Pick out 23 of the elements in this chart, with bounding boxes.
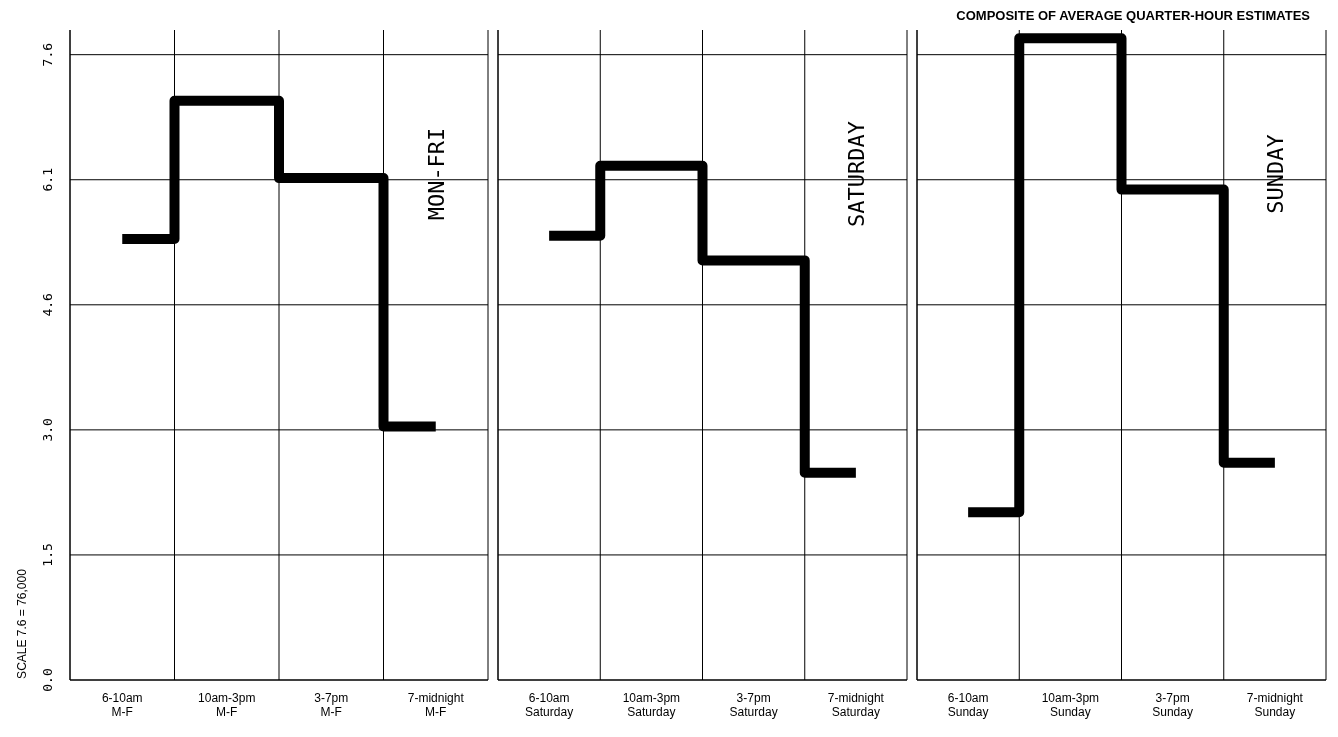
x-tick-label: 3-7pm M-F [314, 691, 349, 719]
y-tick-label: 7.6 [40, 42, 55, 67]
x-tick-label: 10am-3pm Saturday [622, 691, 681, 719]
y-axis-title: SCALE 7.6 = 76,000 [15, 569, 29, 679]
x-tick-label: 6-10am M-F [101, 691, 143, 719]
y-tick-label: 3.0 [40, 418, 55, 442]
x-tick-label: 7-midnight M-F [407, 691, 465, 719]
text: COMPOSITE OF AVERAGE QUARTER-HOUR ESTIMATES [956, 8, 1310, 23]
x-tick-label: 3-7pm Saturday [729, 691, 778, 719]
y-tick-label: 6.1 [40, 168, 55, 192]
x-tick-label: 10am-3pm Sunday [1041, 691, 1100, 719]
text: SUNDAY [1262, 134, 1288, 214]
text: MON-FRI [423, 127, 449, 221]
y-tick-label: 1.5 [40, 543, 55, 567]
x-tick-label: 6-10am Saturday [525, 691, 574, 719]
x-tick-label: 6-10am Sunday [947, 691, 989, 719]
x-tick-label: 10am-3pm M-F [198, 691, 256, 719]
x-tick-label: 3-7pm Sunday [1152, 691, 1193, 719]
text: SATURDAY [843, 121, 869, 227]
y-tick-label: 0.0 [40, 668, 55, 692]
y-tick-label: 4.6 [40, 293, 55, 317]
x-tick-label: 7-midnight Saturday [827, 691, 885, 719]
x-tick-label: 7-midnight Sunday [1246, 691, 1304, 719]
